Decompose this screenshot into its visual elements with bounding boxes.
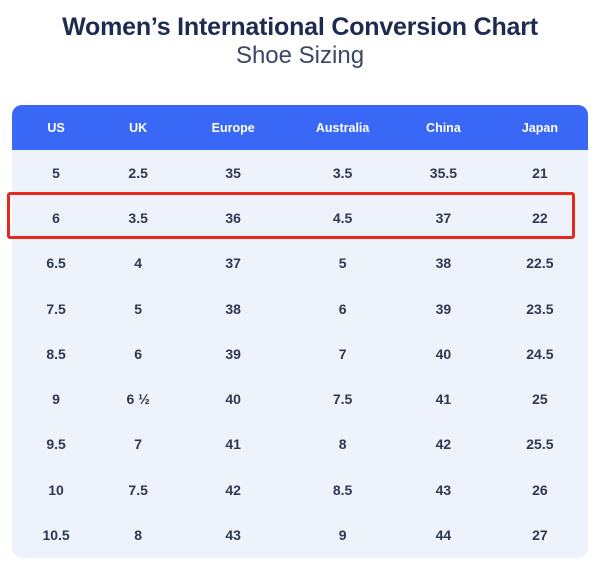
size-cell: 7.5: [290, 376, 396, 422]
size-cell: 39: [176, 331, 291, 377]
size-cell: 23.5: [491, 285, 588, 332]
table-row: 10 7.5 42 8.5 43 26: [12, 467, 588, 513]
table-body: 5 2.5 35 3.5 35.5 21 6 3.5 36 4.5 37 22 6.5 4 37 5 38 22.…: [12, 150, 588, 558]
size-cell: 42: [176, 467, 291, 513]
size-cell: 6: [100, 331, 177, 377]
table-row: 9.5 7 41 8 42 25.5: [12, 421, 588, 468]
size-cell: 7: [290, 331, 396, 377]
size-cell: 8.5: [12, 331, 101, 377]
size-cell: 38: [395, 240, 492, 286]
size-cell: 3.5: [100, 195, 177, 241]
size-cell: 10.5: [12, 512, 101, 558]
size-cell: 22: [491, 195, 588, 241]
size-cell: 35: [176, 150, 291, 196]
size-cell: 6: [12, 195, 101, 241]
size-cell: 4.5: [290, 195, 396, 241]
size-cell: 44: [395, 512, 492, 558]
size-cell: 21: [491, 150, 588, 196]
table-row: 5 2.5 35 3.5 35.5 21: [12, 150, 588, 196]
size-cell: 39: [395, 285, 492, 332]
size-cell: 37: [395, 195, 492, 241]
size-cell: 8: [290, 421, 396, 468]
table-header-row: US UK Europe Australia China Japan: [12, 105, 588, 150]
table-row-highlighted: 6 3.5 36 4.5 37 22: [12, 195, 588, 241]
table-row: 10.5 8 43 9 44 27: [12, 512, 588, 558]
size-cell: 7: [100, 421, 177, 468]
size-cell: 8: [100, 512, 177, 558]
size-cell: 40: [176, 376, 291, 422]
column-header-china: China: [395, 105, 492, 150]
conversion-table: US UK Europe Australia China Japan 5 2.5 3…: [12, 105, 588, 558]
size-cell: 36: [176, 195, 291, 241]
column-header-australia: Australia: [290, 105, 396, 150]
size-cell: 22.5: [491, 240, 588, 286]
size-cell: 6.5: [12, 240, 101, 286]
size-cell: 6: [290, 285, 396, 332]
size-cell: 37: [176, 240, 291, 286]
size-cell: 24.5: [491, 331, 588, 377]
table-row: 7.5 5 38 6 39 23.5: [12, 285, 588, 332]
size-cell: 26: [491, 467, 588, 513]
column-header-uk: UK: [100, 105, 177, 150]
column-header-us: US: [12, 105, 101, 150]
page-subtitle: Shoe Sizing: [235, 42, 365, 69]
size-cell: 42: [395, 421, 492, 468]
size-cell: 8.5: [290, 467, 396, 513]
size-cell: 9.5: [12, 421, 101, 468]
size-cell: 9: [12, 376, 101, 422]
size-cell: 5: [290, 240, 396, 286]
size-cell: 27: [491, 512, 588, 558]
size-cell: 43: [395, 467, 492, 513]
size-cell: 10: [12, 467, 101, 513]
size-cell: 41: [395, 376, 492, 422]
size-cell: 6 ½: [100, 376, 177, 422]
column-header-europe: Europe: [176, 105, 291, 150]
conversion-table-wrap: US UK Europe Australia China Japan 5 2.5 3…: [7, 105, 588, 558]
size-cell: 7.5: [100, 467, 177, 513]
size-cell: 7.5: [12, 285, 101, 332]
size-cell: 43: [176, 512, 291, 558]
size-cell: 5: [12, 150, 101, 196]
size-cell: 4: [100, 240, 177, 286]
table-row: 6.5 4 37 5 38 22.5: [12, 240, 588, 286]
size-cell: 25: [491, 376, 588, 422]
size-cell: 5: [100, 285, 177, 332]
size-cell: 40: [395, 331, 492, 377]
column-header-japan: Japan: [491, 105, 588, 150]
size-cell: 9: [290, 512, 396, 558]
size-cell: 35.5: [395, 150, 492, 196]
size-cell: 25.5: [491, 421, 588, 468]
size-cell: 41: [176, 421, 291, 468]
size-cell: 38: [176, 285, 291, 332]
size-cell: 3.5: [290, 150, 396, 196]
page-title: Women’s International Conversion Chart: [62, 13, 538, 41]
table-row: 8.5 6 39 7 40 24.5: [12, 331, 588, 377]
size-cell: 2.5: [100, 150, 177, 196]
page: Women’s International Conversion Chart S…: [0, 12, 600, 578]
